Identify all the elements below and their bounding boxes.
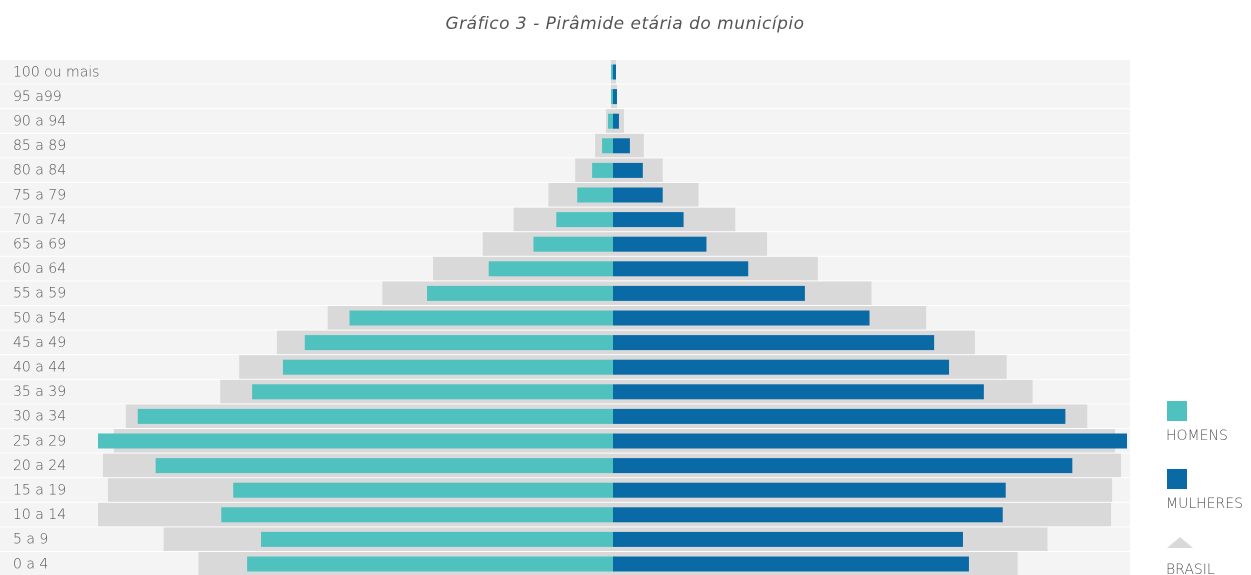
bar: [577, 187, 613, 203]
y-tick-label: 70 a 74: [13, 212, 66, 228]
y-tick-label: 60 a 64: [13, 261, 66, 277]
bar: [613, 236, 707, 252]
y-tick-label: 45 a 49: [13, 335, 66, 351]
y-tick-label: 0 a 4: [13, 556, 48, 572]
row-band: [0, 109, 1130, 133]
y-tick-label: 15 a 19: [13, 483, 66, 499]
y-tick-label: 75 a 79: [13, 187, 66, 203]
bar: [608, 113, 613, 129]
bar: [613, 138, 630, 154]
chart-title: Gráfico 3 - Pirâmide etária do município: [445, 14, 804, 34]
bar: [488, 261, 613, 277]
bar: [613, 285, 805, 301]
bar: [427, 285, 613, 301]
bar: [592, 162, 613, 178]
row-band: [0, 84, 1130, 109]
bar: [613, 507, 1003, 523]
y-tick-label: 100 ou mais: [13, 64, 99, 80]
legend-label: BRASIL: [1166, 562, 1215, 575]
bar: [533, 236, 613, 252]
legend-swatch: [1167, 401, 1187, 421]
y-tick-label: 5 a 9: [13, 532, 48, 548]
legend-label: MULHERES: [1166, 496, 1243, 512]
bar: [613, 531, 963, 547]
y-tick-label: 85 a 89: [13, 138, 66, 154]
bar: [556, 212, 613, 228]
row-band: [0, 60, 1130, 84]
y-tick-label: 35 a 39: [13, 384, 66, 400]
bar: [304, 335, 613, 351]
bar: [611, 89, 613, 105]
y-tick-label: 30 a 34: [13, 409, 66, 425]
bar: [613, 113, 619, 129]
y-tick-label: 50 a 54: [13, 310, 66, 326]
bar: [613, 408, 1066, 424]
y-tick-label: 25 a 29: [13, 433, 66, 449]
bar: [247, 556, 613, 572]
bar: [602, 138, 613, 154]
bar: [613, 187, 663, 203]
row-band: [0, 158, 1130, 182]
bar: [137, 408, 613, 424]
bar: [613, 482, 1006, 498]
bar: [97, 433, 613, 449]
y-tick-label: 55 a 59: [13, 286, 66, 302]
y-tick-label: 80 a 84: [13, 163, 66, 179]
bar: [261, 531, 613, 547]
y-tick-label: 65 a 69: [13, 237, 66, 253]
bar: [252, 384, 613, 400]
bar: [221, 507, 613, 523]
legend-swatch: [1167, 469, 1187, 489]
bar: [613, 261, 749, 277]
bar: [611, 64, 613, 80]
y-tick-label: 90 a 94: [13, 114, 66, 130]
bar: [613, 212, 684, 228]
bar: [613, 384, 984, 400]
y-tick-label: 95 a99: [13, 89, 62, 105]
bar: [613, 556, 969, 572]
row-band: [0, 133, 1130, 158]
bar: [233, 482, 613, 498]
bar: [613, 458, 1073, 474]
legend-label: HOMENS: [1166, 428, 1228, 444]
y-tick-label: 40 a 44: [13, 360, 66, 376]
y-tick-label: 20 a 24: [13, 458, 66, 474]
y-tick-label: 10 a 14: [13, 507, 66, 523]
bar: [613, 335, 935, 351]
bar: [613, 162, 643, 178]
bar: [613, 359, 950, 375]
bar: [282, 359, 613, 375]
bar: [613, 89, 617, 105]
bar: [613, 433, 1128, 449]
bar: [613, 310, 870, 326]
legend-swatch: [1167, 537, 1193, 548]
bar: [613, 64, 616, 80]
bar: [155, 458, 613, 474]
bar: [349, 310, 613, 326]
